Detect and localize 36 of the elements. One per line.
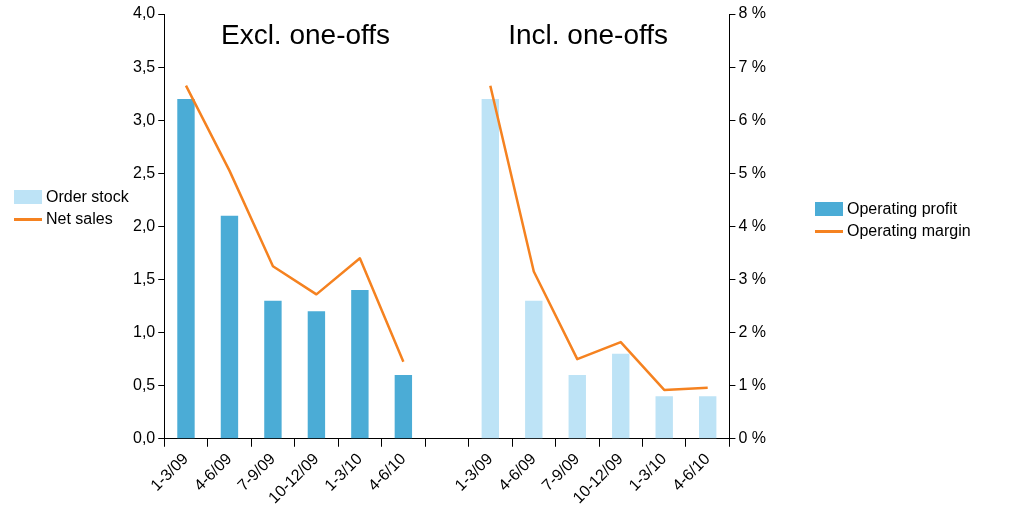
bar (220, 215, 239, 439)
y-tick-label: 2,0 (132, 216, 156, 234)
y2-tick-label: 4 % (738, 216, 767, 234)
legend-label: Operating margin (847, 222, 971, 240)
legend-label: Order stock (46, 188, 129, 206)
y2-tick-label: 1 % (738, 376, 767, 394)
y2-tick-label: 6 % (738, 110, 767, 128)
bar (264, 300, 282, 439)
y-tick-label: 3,0 (132, 110, 156, 128)
y2-tick-label: 0 % (738, 429, 767, 447)
y-tick-label: 0,5 (132, 376, 156, 394)
y-tick-label: 1,0 (132, 322, 156, 340)
y-tick-label: 1,5 (132, 269, 156, 287)
y-tick-label: 4,0 (132, 4, 156, 22)
annotation: Excl. one-offs (220, 18, 391, 50)
y2-tick-label: 8 % (738, 4, 767, 22)
bar (351, 290, 369, 439)
bar (525, 300, 543, 439)
bar (394, 375, 413, 439)
legend-label: Net sales (46, 210, 113, 228)
y-tick-label: 3,5 (132, 57, 156, 75)
y2-tick-label: 5 % (738, 163, 767, 181)
bar (481, 98, 500, 439)
bar (655, 396, 673, 439)
bar (612, 353, 630, 439)
y2-tick-label: 3 % (738, 269, 767, 287)
y-tick-label: 0,0 (132, 429, 156, 447)
y2-tick-label: 7 % (738, 57, 767, 75)
bar (699, 396, 717, 439)
annotation: Incl. one-offs (508, 18, 669, 50)
bar (177, 98, 195, 439)
legend-label: Operating profit (847, 200, 958, 218)
bar (307, 311, 326, 439)
bar (568, 375, 586, 439)
y2-tick-label: 2 % (738, 322, 767, 340)
y-tick-label: 2,5 (132, 163, 156, 181)
